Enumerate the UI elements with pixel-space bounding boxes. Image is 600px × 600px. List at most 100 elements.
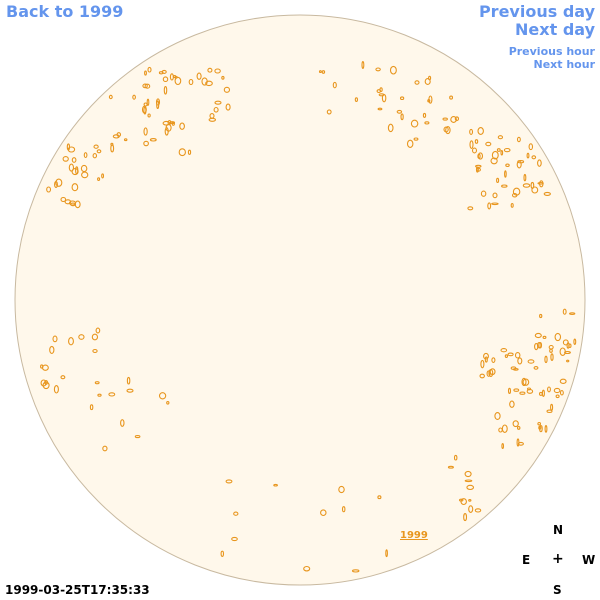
contour-mark — [338, 485, 345, 494]
contour-mark — [205, 80, 213, 87]
contour-mark — [534, 332, 542, 339]
previous-day-link[interactable]: Previous day — [478, 2, 595, 21]
contour-mark — [550, 353, 554, 361]
year-link[interactable]: 1999 — [400, 530, 428, 541]
contour-mark — [376, 89, 382, 94]
contour-mark — [566, 359, 570, 363]
contour-mark — [143, 127, 148, 136]
contour-mark — [573, 338, 577, 346]
contour-mark — [546, 409, 553, 414]
contour-mark — [213, 106, 219, 113]
contour-mark — [55, 178, 63, 187]
contour-mark — [66, 143, 71, 151]
next-day-link[interactable]: Next day — [515, 20, 595, 39]
contour-mark — [491, 202, 499, 206]
contour-mark — [120, 419, 125, 427]
contour-mark — [538, 391, 543, 396]
observation-timestamp: 1999-03-25T17:35:33 — [5, 583, 150, 597]
contour-mark — [94, 381, 100, 385]
contour-mark — [389, 65, 397, 75]
contour-mark — [522, 183, 531, 188]
contour-mark — [542, 335, 547, 340]
contour-mark — [445, 126, 451, 135]
contour-mark — [126, 388, 134, 393]
contour-mark — [179, 122, 185, 130]
contour-mark — [207, 67, 213, 73]
contour-mark — [64, 199, 72, 205]
contour-mark — [201, 77, 208, 86]
contour-mark — [491, 357, 496, 363]
contour-mark — [144, 70, 147, 76]
contour-mark — [521, 377, 527, 387]
contour-mark — [484, 356, 488, 363]
contour-mark — [496, 148, 501, 152]
contour-mark — [527, 359, 535, 364]
contour-mark — [442, 117, 448, 121]
contour-mark — [172, 75, 177, 79]
contour-mark — [108, 94, 113, 100]
contour-mark — [534, 342, 539, 351]
contour-mark — [196, 72, 202, 80]
contour-mark — [96, 149, 102, 154]
contour-mark — [332, 81, 337, 89]
contour-mark — [486, 370, 491, 377]
contour-mark — [71, 157, 77, 163]
contour-mark — [225, 479, 233, 484]
contour-mark — [463, 513, 468, 522]
contour-mark — [483, 352, 489, 360]
contour-mark — [223, 86, 231, 93]
contour-mark — [554, 332, 562, 342]
contour-mark — [485, 141, 492, 147]
contour-mark — [516, 425, 521, 430]
contour-mark — [466, 484, 475, 491]
previous-hour-link[interactable]: Previous hour — [508, 45, 595, 58]
contour-mark — [97, 393, 102, 397]
contour-mark — [42, 381, 50, 390]
contour-mark — [490, 157, 498, 165]
contour-mark — [533, 366, 539, 370]
contour-mark — [377, 107, 383, 111]
contour-mark — [187, 149, 192, 155]
contour-mark — [320, 509, 327, 517]
contour-mark — [174, 76, 182, 86]
contour-mark — [553, 387, 561, 394]
contour-mark — [531, 186, 539, 194]
contour-mark — [149, 138, 157, 142]
compass-south: S — [553, 583, 562, 597]
contour-mark — [341, 506, 346, 513]
contour-mark — [469, 128, 474, 135]
contour-mark — [123, 138, 128, 142]
contour-mark — [528, 143, 534, 151]
contour-mark — [97, 177, 101, 181]
contour-mark — [92, 153, 98, 159]
contour-mark — [496, 177, 500, 184]
contour-mark — [132, 94, 136, 100]
next-hour-link[interactable]: Next hour — [533, 58, 596, 71]
contour-mark — [89, 404, 94, 411]
contour-mark — [497, 135, 504, 140]
compass-west: W — [582, 553, 596, 567]
contour-mark — [428, 95, 433, 104]
contour-mark — [422, 112, 427, 118]
contour-mark — [568, 343, 572, 349]
contour-mark — [516, 438, 520, 447]
contour-mark — [468, 499, 472, 502]
contour-mark — [537, 421, 542, 426]
contour-mark — [500, 348, 508, 353]
contour-mark — [474, 508, 482, 513]
contour-mark — [479, 373, 485, 379]
contour-mark — [447, 465, 454, 469]
contour-mark — [424, 78, 431, 85]
contour-mark — [178, 148, 186, 157]
contour-mark — [40, 364, 44, 369]
contour-mark — [510, 366, 517, 370]
contour-mark — [569, 312, 576, 315]
contour-mark — [209, 113, 215, 119]
contour-mark — [469, 140, 474, 149]
contour-mark — [95, 327, 101, 334]
contour-mark — [414, 80, 420, 85]
contour-mark — [510, 202, 514, 208]
contour-mark — [221, 75, 225, 80]
back-to-year-link[interactable]: Back to 1999 — [6, 2, 124, 21]
